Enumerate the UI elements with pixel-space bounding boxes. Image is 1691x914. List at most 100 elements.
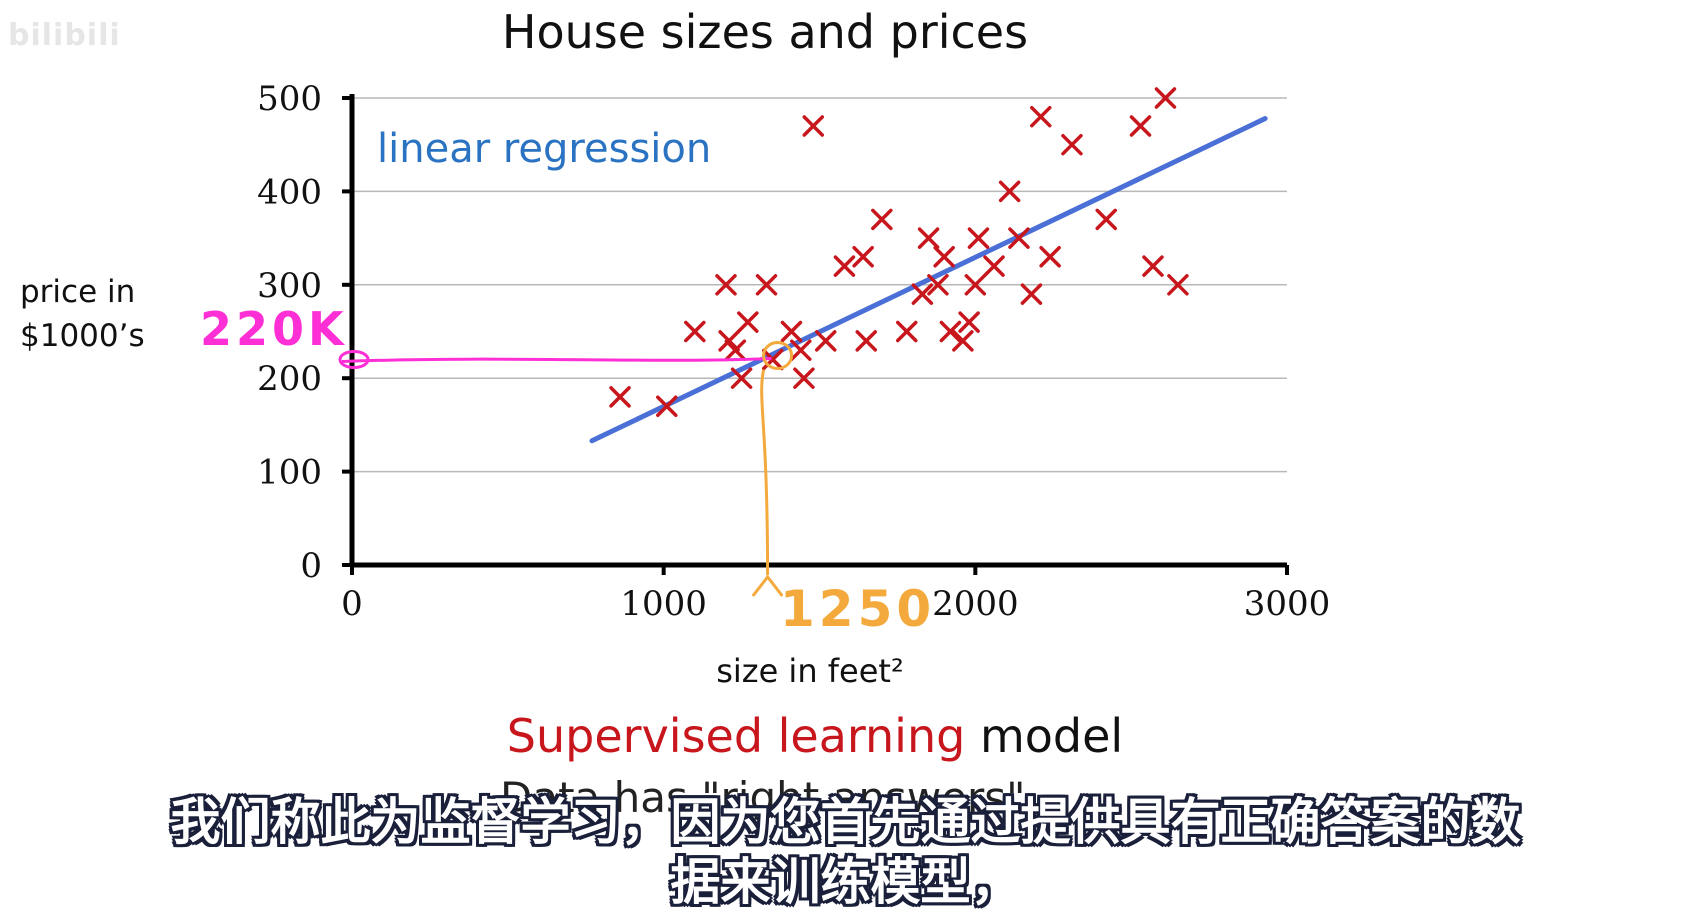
y-tick-labels: 0 100 200 300 400 500 [257,79,322,586]
data-point-15 [833,255,856,277]
data-point-5 [724,339,747,361]
data-point-29 [983,255,1005,277]
data-point-40 [1167,274,1189,296]
data-point-18-stroke-b [871,208,893,231]
data-point-25 [952,330,974,352]
data-point-24 [939,320,962,343]
annotation-x-label: 1250 [780,580,935,638]
data-point-8-stroke-b [755,274,778,296]
data-point-28 [967,227,990,249]
y-axis-label-line1: price in [20,274,135,310]
data-point-22 [927,274,949,296]
caption-red-text: Supervised learning [507,709,966,763]
data-point-17 [855,330,877,352]
data-point-31-stroke-b [1008,227,1030,249]
data-point-15-stroke-b [833,255,856,277]
data-point-7 [737,311,759,333]
annotation-y-line [341,357,772,364]
data-point-21-stroke-b [917,227,940,249]
data-point-19 [896,320,918,343]
data-point-30 [998,180,1021,203]
data-point-0 [609,386,631,408]
data-point-14 [814,330,837,352]
annotation-y-marker [338,350,370,370]
y-tick-label-300: 300 [257,266,322,306]
y-tick-label-200: 200 [257,359,322,399]
x-axis-label: size in feet² [716,652,904,690]
data-point-13 [802,115,825,137]
data-point-10 [780,320,803,343]
data-point-25-stroke-b [952,330,974,352]
data-point-35 [1061,133,1083,156]
grid-lines [352,97,1287,473]
data-point-23 [933,246,955,268]
data-point-38-stroke-b [1142,255,1164,277]
data-point-34-stroke-b [1039,246,1061,268]
data-point-14-stroke-b [814,330,837,352]
data-point-32-stroke-b [1020,283,1043,305]
annotation-x-arrowhead [752,574,784,597]
data-point-20-stroke-b [911,283,934,305]
data-point-1-stroke-b [656,395,678,417]
data-point-29-stroke-b [983,255,1005,277]
data-point-26-stroke-b [958,311,980,333]
data-point-3 [715,274,737,296]
data-point-24-stroke-b [939,320,962,343]
data-point-27 [964,274,987,296]
y-tick-label-0: 0 [300,546,322,586]
caption-black-text: model [980,709,1123,763]
regression-line-group [589,116,1268,444]
data-point-27-stroke-b [964,274,987,296]
data-point-39 [1154,87,1177,109]
data-point-36-stroke-b [1095,208,1117,231]
subtitle-line1: 我们称此为监督学习，因为您首先通过提供具有正确答案的数 [170,793,1521,851]
data-point-19-stroke-b [896,320,918,343]
data-point-32 [1020,283,1043,305]
caption-line1: Supervised learning model [507,709,1123,763]
data-point-12 [793,367,815,389]
data-point-26 [958,311,980,333]
caption-line2-partial: Data has "right answers" [500,773,1025,822]
watermark-logo: bilibili [8,18,121,53]
data-point-2-stroke-b [684,320,706,343]
data-points [609,87,1189,417]
data-point-36 [1095,208,1117,231]
data-point-28-stroke-b [967,227,990,249]
data-point-13-stroke-b [802,115,825,137]
data-point-35-stroke-b [1061,133,1083,156]
data-point-31 [1008,227,1030,249]
data-point-17-stroke-b [855,330,877,352]
data-point-22-stroke-b [927,274,949,296]
data-point-10-stroke-b [780,320,803,343]
data-point-12-stroke-b [793,367,815,389]
annotation-y-label: 220K [200,302,348,356]
data-point-23-stroke-b [933,246,955,268]
data-point-4 [718,330,740,352]
data-point-16 [852,246,874,268]
data-point-5-stroke-b [724,339,747,361]
annotation-x-line [760,369,770,576]
data-point-1 [656,395,678,417]
data-point-39-stroke-b [1154,87,1177,109]
data-point-11 [790,339,812,361]
data-point-0-stroke-b [609,386,631,408]
y-axis-label-line2: $1000’s [20,318,145,354]
data-point-40-stroke-b [1167,274,1189,296]
data-point-34 [1039,246,1061,268]
data-point-2 [684,320,706,343]
data-point-7-stroke-b [737,311,759,333]
y-tick-label-400: 400 [257,172,322,212]
y-tick-label-100: 100 [257,453,322,493]
x-tick-labels: 0 1000 2000 3000 [341,584,1330,624]
y-tick-label-500: 500 [257,79,322,119]
regression-line-label: linear regression [377,126,711,172]
x-tick-label-2000: 2000 [932,584,1019,624]
data-point-33-stroke-b [1030,105,1052,128]
annotation-x-circle [762,341,794,371]
data-point-37-stroke-b [1129,115,1152,137]
axes [342,94,1289,575]
data-point-21 [917,227,940,249]
data-point-38 [1142,255,1164,277]
data-point-20 [911,283,934,305]
